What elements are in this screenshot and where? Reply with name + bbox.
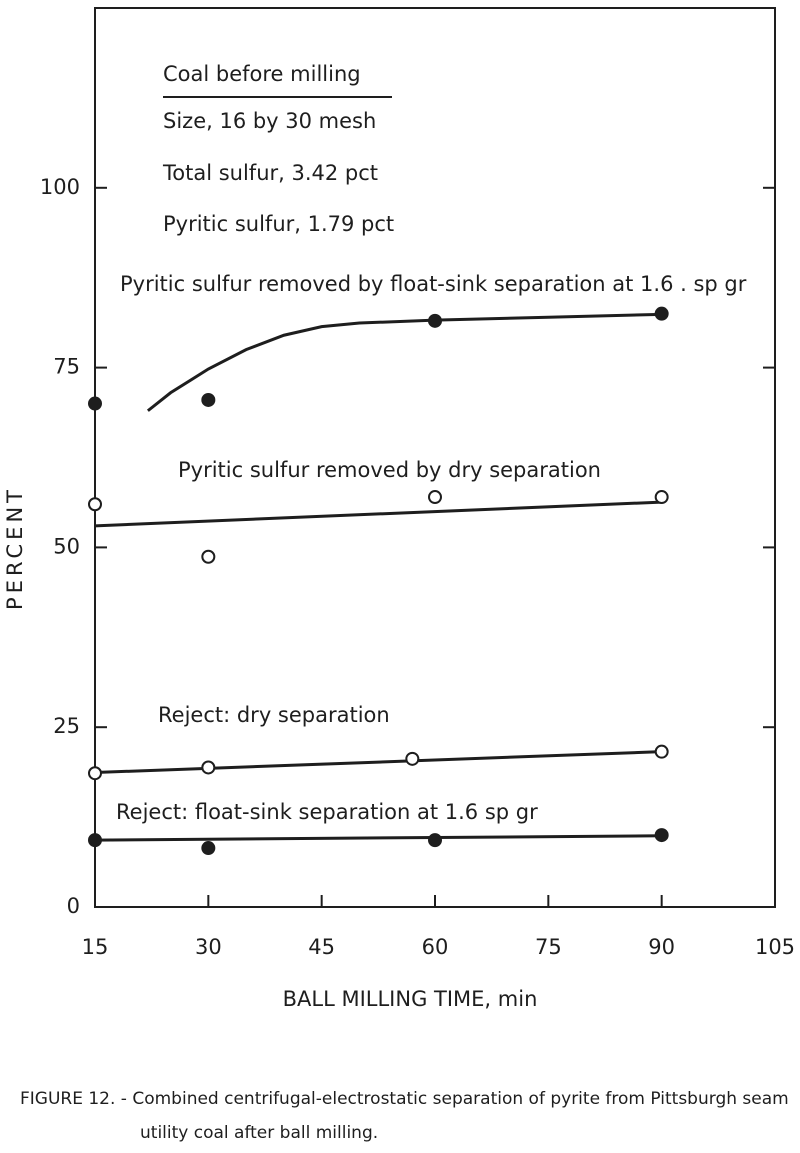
data-point: [428, 490, 442, 505]
data-point: [654, 744, 669, 759]
series-label: Reject: float-sink separation at 1.6 sp …: [116, 800, 538, 824]
fit-line: [94, 500, 662, 528]
x-tick-label: 60: [422, 935, 449, 959]
series-label: Reject: dry separation: [158, 703, 390, 727]
data-point: [88, 396, 102, 411]
fit-line: [146, 312, 662, 412]
fit-line: [94, 750, 662, 775]
x-tick-label: 75: [535, 935, 562, 959]
series-label-box: Reject: dry separation: [158, 703, 390, 727]
data-point: [654, 490, 669, 505]
y-tick-label: 50: [53, 534, 80, 558]
annotation-line: Size, 16 by 30 mesh: [163, 109, 376, 133]
series-label-box: Reject: float-sink separation at 1.6 sp …: [116, 800, 538, 824]
data-point: [654, 828, 669, 843]
data-point: [201, 760, 216, 775]
data-point: [88, 497, 102, 512]
y-tick-label: 0: [67, 894, 80, 918]
y-tick-label: 100: [40, 175, 80, 199]
x-tick-label: 90: [648, 935, 675, 959]
series-label: Pyritic sulfur removed by dry separation: [178, 458, 601, 482]
data-point: [201, 549, 216, 564]
series-label-box: Pyritic sulfur removed by float-sink sep…: [120, 272, 747, 296]
annotation-title: Coal before milling: [163, 62, 361, 86]
x-tick-label: 15: [82, 935, 109, 959]
data-point: [88, 833, 102, 848]
y-axis-label: PERCENT: [3, 486, 27, 610]
data-point: [405, 751, 420, 766]
data-point: [428, 833, 442, 848]
series-label-box: Pyritic sulfur removed by dry separation: [178, 458, 601, 482]
data-point: [654, 306, 669, 321]
data-point: [201, 841, 216, 856]
x-tick-label: 105: [755, 935, 795, 959]
x-axis-label: BALL MILLING TIME, min: [283, 987, 538, 1011]
y-tick-label: 75: [53, 355, 80, 379]
fit-line: [94, 834, 662, 842]
annotation-line: Total sulfur, 3.42 pct: [162, 161, 378, 185]
x-tick-label: 30: [195, 935, 222, 959]
data-point: [201, 392, 216, 407]
caption: FIGURE 12. - Combined centrifugal-electr…: [20, 1089, 789, 1143]
x-tick-label: 45: [308, 935, 335, 959]
y-tick-label: 25: [53, 714, 80, 738]
caption-box: FIGURE 12. - Combined centrifugal-electr…: [20, 1089, 789, 1143]
data-point: [428, 313, 442, 328]
data-point: [88, 766, 102, 781]
series-label: Pyritic sulfur removed by float-sink sep…: [120, 272, 747, 296]
annotation-line: Pyritic sulfur, 1.79 pct: [163, 212, 394, 236]
